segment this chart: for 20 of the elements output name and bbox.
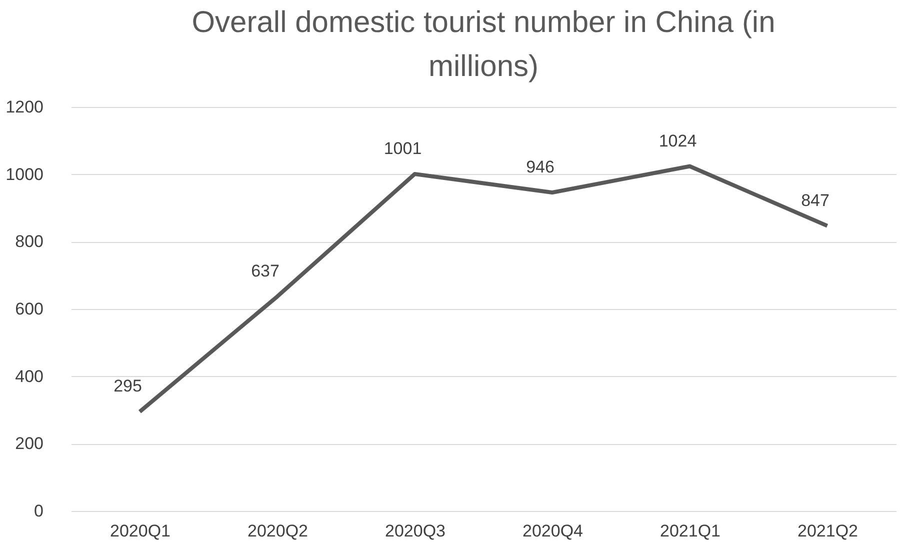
x-tick-label: 2020Q2 bbox=[248, 522, 308, 540]
x-tick-label: 2021Q1 bbox=[660, 522, 720, 540]
data-label: 295 bbox=[114, 376, 142, 396]
data-label: 637 bbox=[251, 262, 280, 281]
data-label: 1001 bbox=[384, 138, 422, 158]
y-tick-label: 200 bbox=[15, 434, 44, 454]
data-label: 946 bbox=[526, 158, 554, 177]
y-tick-label: 600 bbox=[15, 300, 44, 318]
data-label: 1024 bbox=[658, 131, 697, 150]
chart-title: Overall domestic tourist number in China (in millions) bbox=[192, 6, 776, 83]
y-tick-label: 0 bbox=[34, 502, 44, 520]
x-tick-label: 2020Q1 bbox=[110, 522, 170, 540]
y-tick-label: 1000 bbox=[6, 164, 44, 184]
data-label: 847 bbox=[801, 190, 830, 210]
y-tick-label: 400 bbox=[15, 366, 44, 386]
x-tick-label: 2020Q4 bbox=[522, 522, 583, 540]
x-tick-label: 2020Q3 bbox=[385, 522, 446, 540]
y-tick-label: 800 bbox=[15, 232, 44, 252]
x-tick-label: 2021Q2 bbox=[798, 522, 858, 540]
y-tick-label: 1200 bbox=[6, 98, 44, 116]
